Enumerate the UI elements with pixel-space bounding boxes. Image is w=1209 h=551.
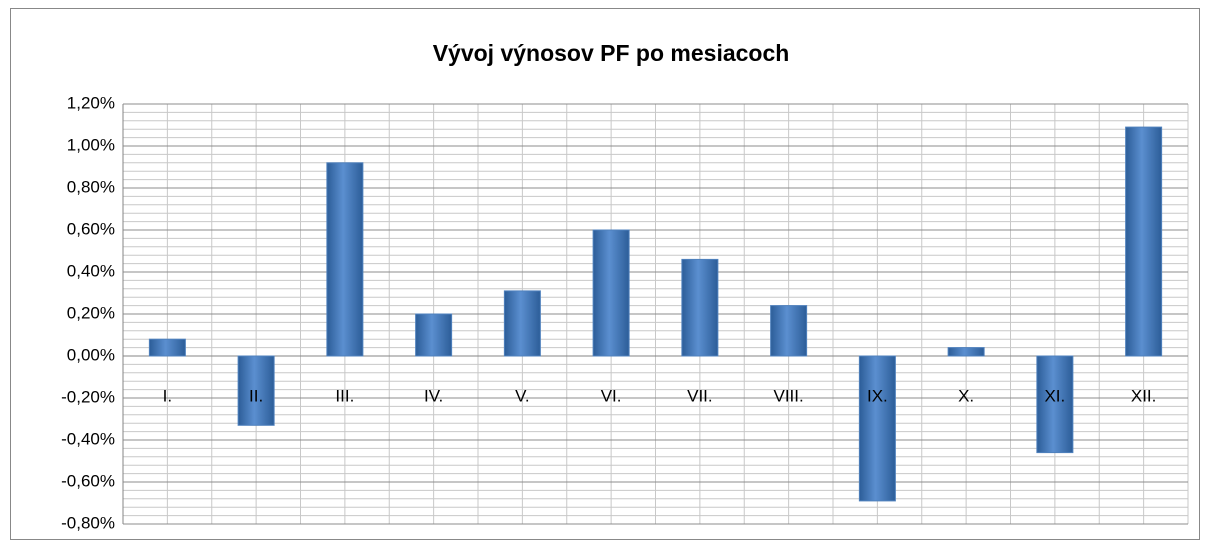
y-tick-label: 0,40% — [67, 261, 115, 280]
bar — [770, 305, 808, 357]
bar — [681, 258, 719, 357]
x-tick-label: IX. — [867, 386, 888, 405]
y-tick-label: 1,20% — [67, 93, 115, 112]
x-tick-label: III. — [335, 386, 354, 405]
x-tick-label: XII. — [1131, 386, 1157, 405]
bar — [237, 355, 275, 426]
bar — [326, 162, 364, 357]
y-tick-label: 0,60% — [67, 219, 115, 238]
x-tick-label: VIII. — [774, 386, 804, 405]
bar — [148, 338, 186, 357]
y-tick-label: 0,80% — [67, 177, 115, 196]
x-tick-label: XI. — [1044, 386, 1065, 405]
bar — [1125, 126, 1163, 357]
bar — [592, 229, 630, 357]
bar — [503, 290, 541, 357]
x-tick-label: II. — [249, 386, 263, 405]
chart-title: Vývoj výnosov PF po mesiacoch — [433, 40, 790, 66]
y-tick-label: 0,20% — [67, 303, 115, 322]
y-tick-label: 0,00% — [67, 345, 115, 364]
x-tick-label: IV. — [424, 386, 443, 405]
plot — [148, 126, 1163, 502]
y-tick-label: -0,60% — [61, 471, 115, 490]
bar — [415, 313, 453, 357]
x-tick-label: VII. — [687, 386, 713, 405]
y-tick-label: -0,40% — [61, 429, 115, 448]
x-tick-label: X. — [958, 386, 974, 405]
x-tick-label: V. — [515, 386, 530, 405]
y-tick-label: -0,80% — [61, 513, 115, 532]
x-tick-label: I. — [163, 386, 172, 405]
bar — [1036, 355, 1074, 454]
y-tick-label: 1,00% — [67, 135, 115, 154]
x-tick-label: VI. — [601, 386, 622, 405]
y-tick-label: -0,20% — [61, 387, 115, 406]
bar — [858, 355, 896, 502]
grid — [122, 103, 1189, 525]
bar — [947, 347, 985, 357]
